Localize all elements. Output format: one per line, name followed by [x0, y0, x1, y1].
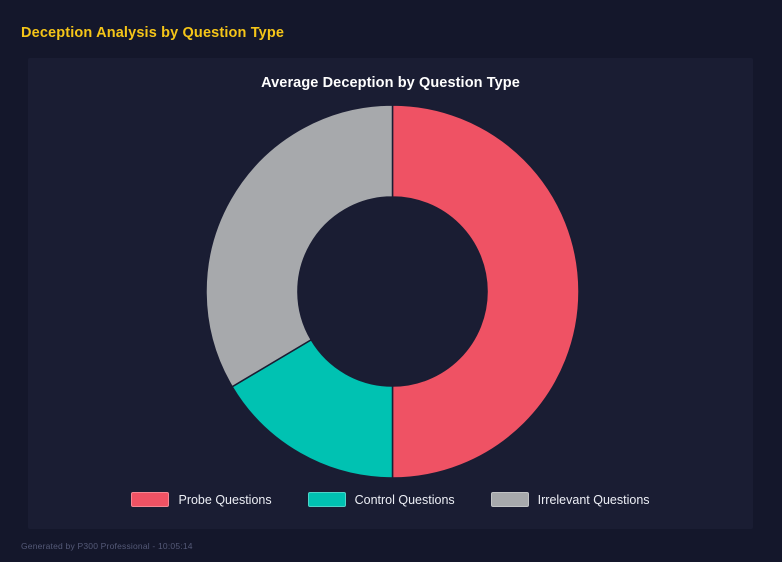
legend-label: Irrelevant Questions — [537, 492, 650, 507]
chart-legend: Probe Questions Control Questions Irreleva… — [28, 492, 753, 507]
chart-title: Average Deception by Question Type — [261, 75, 520, 91]
donut-slice[interactable] — [206, 105, 394, 388]
legend-swatch — [490, 492, 529, 507]
legend-label: Probe Questions — [178, 492, 272, 507]
legend-item[interactable]: Probe Questions — [131, 492, 272, 507]
chart-panel: Average Deception by Question Type Probe… — [28, 58, 753, 529]
legend-label: Control Questions — [354, 492, 455, 507]
donut-slice[interactable] — [391, 105, 580, 478]
legend-item[interactable]: Control Questions — [307, 492, 455, 507]
donut-chart — [28, 58, 753, 529]
legend-swatch — [131, 492, 170, 507]
legend-item[interactable]: Irrelevant Questions — [490, 492, 650, 507]
donut-slice-group — [206, 105, 579, 478]
legend-swatch — [307, 492, 346, 507]
page-title: Deception Analysis by Question Type — [21, 25, 285, 41]
donut-chart-svg — [206, 105, 579, 478]
footer-note: Generated by P300 Professional - 10:05:1… — [21, 541, 193, 551]
